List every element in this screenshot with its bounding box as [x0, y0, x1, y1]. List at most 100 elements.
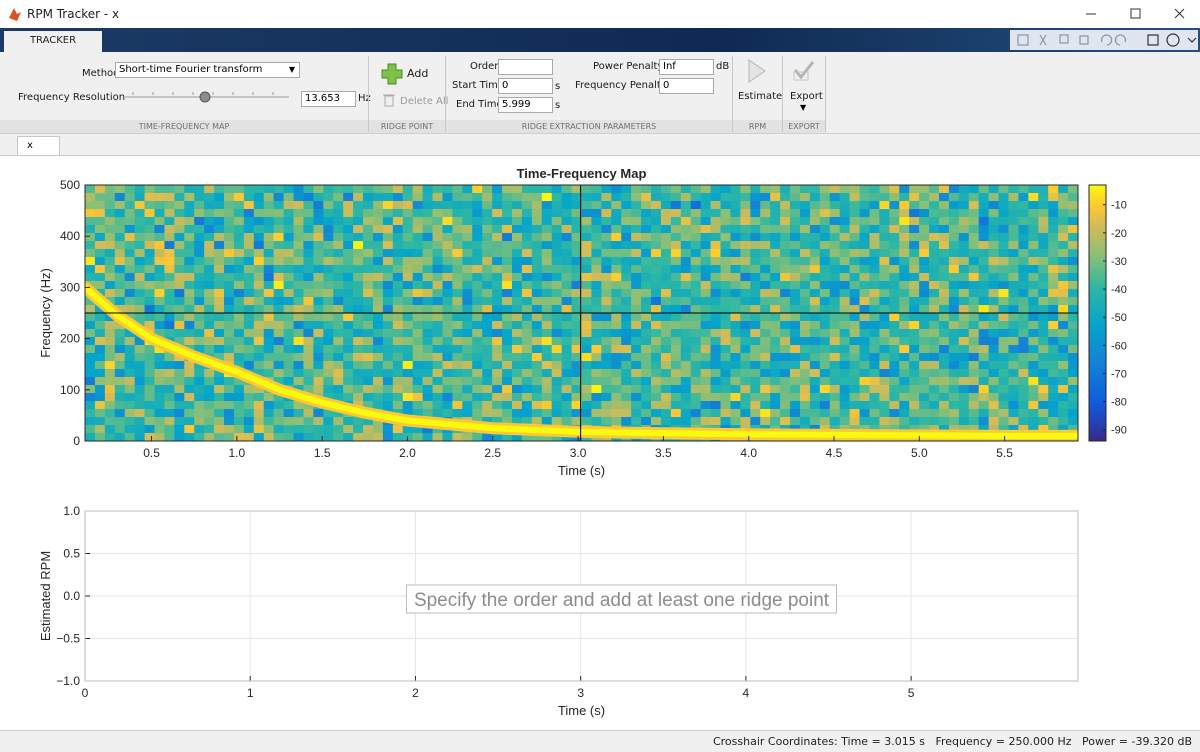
spectrogram-cell — [710, 321, 722, 330]
spectrogram-cell — [233, 345, 245, 354]
colorbar-tick-label: -10 — [1111, 200, 1127, 212]
spectrogram-cell — [611, 329, 622, 338]
spectrogram-cell — [472, 393, 483, 402]
spectrogram-cell — [452, 265, 463, 274]
spectrogram-cell — [799, 289, 811, 298]
spectrogram-cell — [730, 249, 741, 258]
spectrogram-cell — [502, 201, 513, 210]
window-controls[interactable] — [1080, 0, 1200, 28]
spectrogram-cell — [283, 345, 295, 354]
spectrogram-cell — [482, 417, 493, 426]
spectrogram-cell — [382, 225, 394, 234]
spectrogram-cell — [909, 321, 920, 330]
spectrogram-cell — [422, 257, 434, 266]
spectrogram-cell — [710, 345, 722, 354]
spectrogram-cell — [829, 289, 841, 298]
spectrogram-cell — [909, 217, 920, 226]
end-time-input[interactable]: 5.999 — [498, 97, 553, 113]
spectrogram-cell — [621, 361, 632, 370]
order-input[interactable] — [498, 59, 553, 75]
spectrogram-cell — [472, 329, 483, 338]
spectrogram-cell — [531, 225, 543, 234]
spectrogram-cell — [353, 425, 364, 434]
spectrogram-cell — [551, 273, 563, 282]
method-dropdown[interactable]: Short-time Fourier transform ▼ — [115, 62, 300, 78]
spectrogram-cell — [164, 321, 175, 330]
spectrogram-cell — [621, 257, 632, 266]
spectrogram-cell — [273, 393, 285, 402]
start-time-input[interactable]: 0 — [498, 78, 553, 94]
spectrogram-cell — [780, 401, 791, 410]
export-button[interactable]: Export — [790, 91, 823, 102]
spectrogram-cell — [94, 233, 106, 242]
spectrogram-cell — [541, 321, 553, 330]
spectrogram-cell — [1028, 401, 1039, 410]
spectrogram-cell — [819, 265, 831, 274]
spectrogram-cell — [809, 313, 821, 322]
spectrogram-cell — [1018, 425, 1029, 434]
spectrogram-cell — [1068, 313, 1078, 322]
spectrogram-cell — [1038, 361, 1049, 370]
spectrogram-cell — [938, 289, 950, 298]
spectrogram-cell — [432, 217, 444, 226]
spectrogram-cell — [233, 393, 245, 402]
spectrogram-cell — [154, 233, 166, 242]
spectrogram-cell — [859, 337, 871, 346]
spectrogram-cell — [442, 281, 454, 290]
spectrogram-cell — [104, 369, 116, 378]
spectrogram-cell — [104, 417, 116, 426]
spectrogram-cell — [829, 377, 841, 386]
spectrogram-cell — [571, 249, 583, 258]
spectrogram-cell — [889, 233, 900, 242]
spectrogram-cell — [631, 361, 642, 370]
estimate-button[interactable]: Estimate — [738, 91, 783, 102]
spectrogram-cell — [363, 289, 374, 298]
spectrogram-cell — [938, 369, 950, 378]
add-icon[interactable] — [380, 62, 404, 86]
spectrogram-cell — [948, 185, 960, 194]
export-arrow[interactable]: ▼ — [800, 103, 807, 112]
spectrogram-cell — [442, 353, 454, 362]
spectrogram-cell — [1058, 193, 1069, 202]
spectrogram-cell — [323, 313, 334, 322]
spectrogram-cell — [243, 401, 255, 410]
spectrogram-cell — [85, 265, 96, 274]
quick-access-toolbar[interactable] — [1010, 30, 1198, 50]
spectrogram-cell — [511, 313, 523, 322]
delete-all-button[interactable]: Delete All — [400, 96, 449, 107]
spectrogram-cell — [700, 257, 712, 266]
spectrogram-cell — [829, 265, 841, 274]
frequency-penalty-input[interactable]: 0 — [659, 78, 714, 94]
spectrogram-cell — [621, 369, 632, 378]
spectrogram-cell — [233, 289, 245, 298]
spectrogram-cell — [144, 409, 156, 418]
spectrogram-cell — [343, 185, 354, 194]
spectrogram-cell — [164, 249, 175, 258]
spectrogram-cell — [263, 425, 275, 434]
spectrogram-cell — [164, 273, 175, 282]
document-tab[interactable]: x — [17, 136, 60, 155]
spectrogram-cell — [303, 313, 314, 322]
spectrogram-cell — [353, 337, 364, 346]
resolution-slider[interactable] — [123, 90, 293, 104]
toolstrip-tab[interactable]: TRACKER — [4, 31, 102, 52]
spectrogram-cell — [938, 337, 950, 346]
spectrogram-cell — [521, 369, 533, 378]
spectrogram-cell — [571, 401, 583, 410]
spectrogram-cell — [144, 369, 156, 378]
spectrogram-cell — [531, 353, 543, 362]
power-penalty-input[interactable]: Inf — [659, 59, 714, 75]
spectrogram-cell — [968, 281, 980, 290]
spectrogram-cell — [224, 249, 235, 258]
spectrogram-cell — [710, 289, 722, 298]
spectrogram-cell — [591, 401, 602, 410]
resolution-input[interactable]: 13.653 — [301, 91, 356, 107]
spectrogram-cell — [849, 241, 861, 250]
add-button[interactable]: Add — [407, 67, 429, 80]
spectrogram-cell — [869, 361, 880, 370]
end-time-unit: s — [555, 100, 561, 111]
spectrogram-cell — [948, 337, 960, 346]
spectrogram-cell — [909, 329, 920, 338]
spectrogram-cell — [313, 321, 324, 330]
spectrogram-cell — [770, 185, 781, 194]
